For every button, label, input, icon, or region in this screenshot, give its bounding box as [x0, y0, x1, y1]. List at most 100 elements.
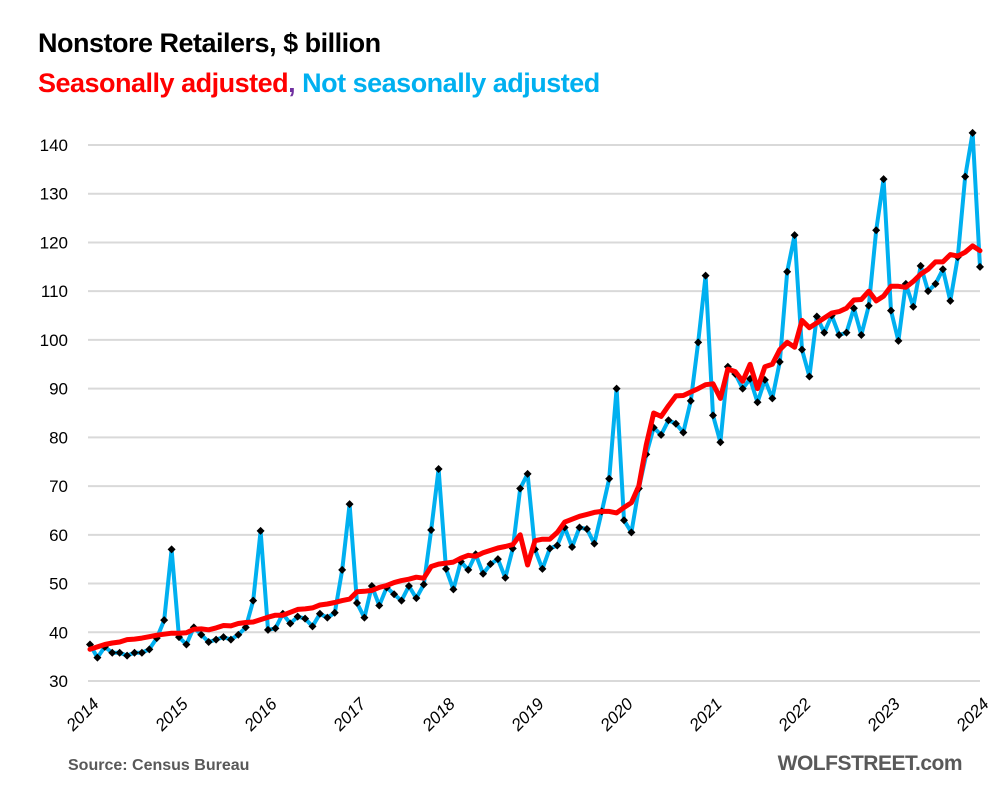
- x-tick-label: 2021: [685, 694, 726, 735]
- data-point-marker: [286, 619, 295, 628]
- data-point-marker: [709, 411, 717, 420]
- y-tick-label: 30: [49, 672, 68, 691]
- data-point-marker: [605, 474, 614, 483]
- y-axis: 30 40 50 60 70 80 90 100 110 120 130 140: [40, 136, 68, 691]
- data-point-marker: [93, 653, 102, 662]
- y-tick-label: 90: [49, 380, 68, 399]
- data-point-marker: [716, 438, 725, 447]
- data-point-marker: [137, 648, 146, 657]
- data-point-marker: [449, 585, 458, 594]
- data-point-marker: [464, 565, 473, 574]
- data-point-marker: [879, 175, 888, 184]
- data-point-marker: [479, 569, 488, 578]
- data-point-marker: [916, 261, 925, 270]
- data-point-marker: [894, 336, 903, 345]
- data-point-marker: [612, 384, 621, 393]
- legend-separator: ,: [288, 68, 296, 98]
- data-point-marker: [130, 648, 139, 657]
- data-point-marker: [872, 226, 881, 235]
- data-point-marker: [523, 469, 532, 478]
- data-point-marker: [145, 645, 154, 654]
- x-tick-label: 2018: [418, 694, 459, 735]
- data-point-marker: [775, 357, 784, 366]
- x-tick-label: 2022: [774, 694, 815, 735]
- data-point-marker: [493, 555, 502, 564]
- brand-watermark: WOLFSTREET.com: [777, 752, 963, 775]
- gridlines: [88, 144, 980, 682]
- data-point-marker: [790, 231, 799, 240]
- data-point-marker: [812, 312, 821, 321]
- data-point-marker: [820, 328, 829, 337]
- chart-title: Nonstore Retailers, $ billion: [38, 28, 381, 58]
- data-point-marker: [768, 394, 777, 403]
- data-point-marker: [226, 635, 235, 644]
- data-point-marker: [404, 581, 413, 590]
- data-point-marker: [397, 596, 406, 605]
- data-point-marker: [701, 271, 710, 280]
- data-point-marker: [427, 525, 436, 534]
- data-point-marker: [864, 301, 873, 310]
- data-point-marker: [842, 328, 851, 337]
- data-point-marker: [835, 331, 844, 340]
- data-point-marker: [338, 565, 347, 574]
- data-point-marker: [582, 524, 591, 533]
- data-point-marker: [419, 580, 428, 589]
- data-point-marker: [434, 465, 443, 474]
- data-point-marker: [924, 287, 933, 296]
- data-point-marker: [627, 528, 636, 537]
- data-point-marker: [353, 599, 361, 608]
- legend-seasonally-adjusted: Seasonally adjusted: [38, 68, 289, 98]
- data-point-marker: [249, 596, 258, 605]
- x-tick-label: 2017: [329, 694, 370, 735]
- data-point-marker: [256, 526, 265, 535]
- data-point-marker: [849, 304, 858, 313]
- data-point-marker: [412, 594, 421, 603]
- data-point-marker: [798, 345, 806, 354]
- data-point-marker: [590, 539, 599, 548]
- y-tick-label: 70: [49, 477, 68, 496]
- data-point-marker: [219, 633, 228, 642]
- data-point-marker: [575, 523, 584, 532]
- data-point-marker: [308, 622, 317, 631]
- x-tick-label: 2024: [952, 694, 992, 735]
- data-point-marker: [115, 648, 124, 657]
- data-point-marker: [545, 544, 554, 553]
- source-note: Source: Census Bureau: [68, 757, 250, 774]
- data-point-marker: [931, 279, 940, 288]
- y-tick-label: 50: [49, 575, 68, 594]
- data-point-marker: [968, 128, 977, 137]
- data-point-marker: [857, 331, 866, 340]
- data-point-marker: [271, 624, 280, 633]
- data-point-marker: [961, 172, 970, 181]
- data-point-marker: [679, 428, 688, 437]
- data-point-marker: [946, 296, 955, 305]
- x-tick-label: 2015: [151, 694, 192, 735]
- data-point-marker: [694, 338, 703, 347]
- data-point-marker: [160, 616, 169, 625]
- data-point-marker: [345, 500, 354, 509]
- data-point-marker: [938, 265, 947, 274]
- data-point-marker: [664, 416, 673, 425]
- data-point-marker: [805, 372, 814, 381]
- data-point-marker: [360, 613, 369, 622]
- data-point-marker: [204, 638, 213, 647]
- data-point-marker: [375, 601, 384, 610]
- data-point-marker: [123, 651, 132, 660]
- series-group: [86, 128, 984, 662]
- series-line-not-seasonally-adjusted: [88, 130, 982, 660]
- chart-subtitle-legend: Seasonally adjusted, Not seasonally adju…: [38, 68, 600, 99]
- data-point-marker: [182, 640, 191, 649]
- data-point-marker: [330, 608, 339, 617]
- data-point-marker: [976, 262, 984, 271]
- y-tick-label: 60: [49, 526, 68, 545]
- data-point-marker: [887, 306, 895, 315]
- data-point-marker: [212, 635, 221, 644]
- x-tick-label: 2016: [240, 694, 281, 735]
- data-point-marker: [686, 396, 695, 405]
- y-tick-label: 40: [49, 623, 68, 642]
- data-point-marker: [657, 430, 666, 439]
- x-tick-label: 2019: [507, 694, 548, 735]
- data-point-marker: [486, 560, 495, 569]
- data-point-marker: [241, 623, 250, 632]
